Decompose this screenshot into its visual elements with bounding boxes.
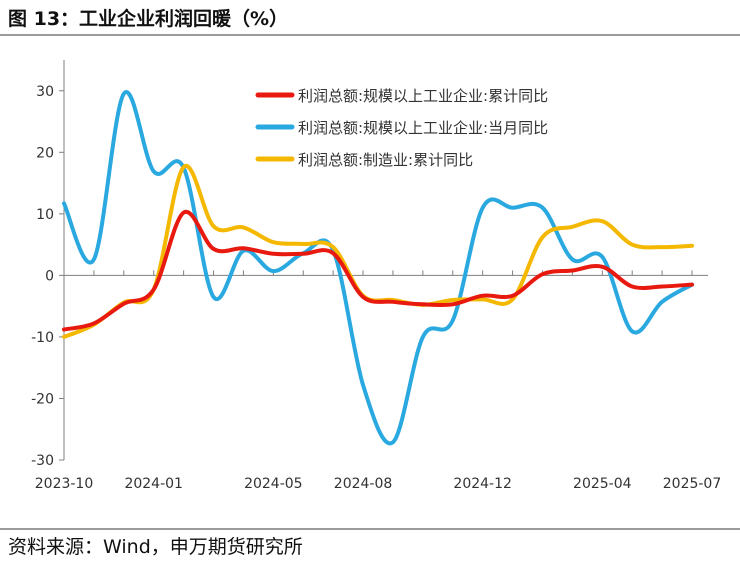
legend-label-2: 利润总额:规模以上工业企业:当月同比 (298, 119, 548, 137)
y-tick-label: 20 (36, 145, 54, 161)
series-line-1 (62, 209, 694, 332)
x-tick-label: 2024-12 (453, 476, 512, 492)
figure-title: 图 13：工业企业利润回暖（%） (8, 8, 289, 30)
x-tick-label: 2025-04 (573, 476, 632, 492)
source-divider (0, 528, 740, 530)
series-line-3 (62, 163, 694, 339)
source-note: 资料来源：Wind，申万期货研究所 (8, 536, 303, 558)
title-divider (0, 34, 740, 36)
chart-axes: 30 20 10 0 -10 -20 -30 2023-10 2024-01 2024-05 202… (31, 60, 721, 492)
x-tick-label: 2023-10 (35, 476, 94, 492)
y-tick-label: -20 (31, 391, 54, 407)
y-tick-label: -10 (31, 330, 54, 346)
y-tick-label: 0 (45, 268, 54, 284)
y-tick-label: 30 (36, 84, 54, 100)
x-tick-label: 2024-05 (244, 476, 303, 492)
legend-label-3: 利润总额:制造业:累计同比 (298, 151, 473, 169)
chart-plot-area (62, 90, 694, 446)
x-tick-label: 2025-07 (663, 476, 722, 492)
chart-legend: 利润总额:规模以上工业企业:累计同比利润总额:规模以上工业企业:当月同比利润总额… (255, 87, 548, 169)
series-line-2 (62, 90, 694, 446)
y-tick-label: 10 (36, 207, 54, 223)
y-tick-label: -30 (31, 453, 54, 469)
x-tick-label: 2024-01 (124, 476, 183, 492)
legend-label-1: 利润总额:规模以上工业企业:累计同比 (298, 87, 548, 105)
x-tick-label: 2024-08 (334, 476, 393, 492)
